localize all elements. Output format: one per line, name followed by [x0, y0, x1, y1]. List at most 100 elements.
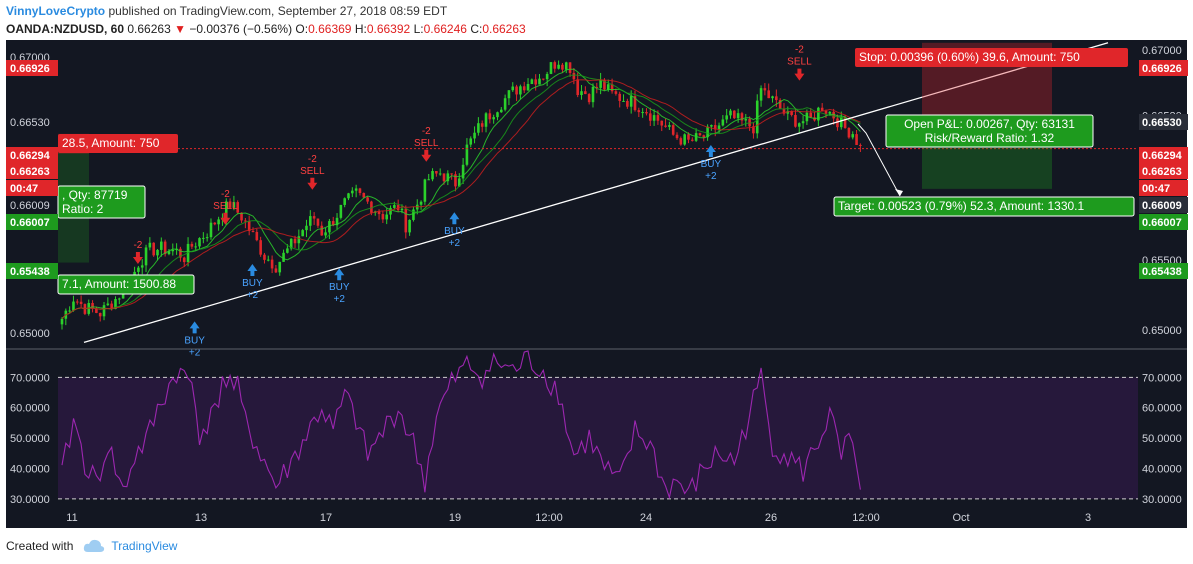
left-price-label: 00:47: [10, 183, 38, 195]
candle-body: [205, 237, 209, 239]
left-price-label: 0.65438: [10, 266, 50, 278]
candle-body: [618, 93, 622, 101]
time-tick-label: 11: [66, 512, 77, 524]
time-tick-label: Oct: [952, 512, 969, 524]
candle-body: [305, 225, 308, 231]
candle-body: [633, 96, 637, 111]
left-price-label: 0.65000: [10, 328, 50, 340]
candle-body: [488, 113, 492, 120]
projection-arrowhead: [895, 189, 903, 196]
candle-body: [163, 241, 167, 255]
candle-body: [584, 91, 587, 95]
candle-body: [717, 125, 721, 130]
candle-body: [75, 301, 79, 303]
candle-body: [312, 216, 316, 219]
candle-body: [228, 201, 232, 208]
candle-body: [561, 64, 564, 70]
low-value: 0.66246: [423, 22, 467, 36]
chart-canvas[interactable]: BUY+2BUY+2BUY+2BUY+2BUY+2-2SELL-2SELL-2S…: [0, 40, 1193, 528]
candle-body: [801, 121, 805, 124]
candle-body: [72, 301, 75, 311]
candle-body: [568, 62, 572, 73]
candle-body: [824, 110, 828, 114]
candle-body: [114, 299, 117, 310]
rsi-left-tick-label: 70.0000: [10, 372, 50, 384]
candle-body: [335, 217, 339, 226]
candle-body: [263, 254, 266, 260]
footer: Created with TradingView: [6, 539, 177, 553]
moving-average-line: [61, 74, 861, 320]
candle-body: [247, 221, 251, 231]
candle-body: [198, 238, 201, 247]
rsi-tick-label: 70.0000: [1142, 372, 1182, 384]
candle-body: [110, 303, 113, 310]
sell-arrow-icon: [132, 252, 143, 264]
candle-body: [469, 138, 473, 145]
candle-body: [610, 84, 614, 92]
candle-body: [496, 112, 499, 118]
rsi-left-tick-label: 60.0000: [10, 403, 50, 415]
candle-body: [668, 125, 671, 127]
candle-body: [282, 252, 285, 262]
candle-body: [106, 303, 110, 306]
time-tick-label: 13: [195, 512, 207, 524]
candle-body: [721, 119, 725, 126]
candle-body: [515, 86, 518, 95]
buy-qty-label: +2: [334, 294, 346, 305]
candle-body: [736, 113, 740, 119]
candle-body: [316, 218, 320, 226]
tradingview-link[interactable]: TradingView: [111, 539, 178, 553]
left-price-badge: [6, 163, 58, 179]
buy-label: BUY: [444, 226, 465, 237]
candle-body: [851, 134, 855, 138]
open-pnl-label-text: Open P&L: 0.00267, Qty: 63131: [904, 117, 1075, 131]
candle-body: [507, 90, 511, 99]
price-badge: [1139, 197, 1188, 213]
candle-body: [179, 248, 182, 258]
candle-body: [679, 138, 683, 145]
candle-body: [209, 222, 213, 238]
candle-body: [419, 201, 423, 205]
candle-body: [137, 267, 140, 272]
left-price-label: 0.66294: [10, 150, 51, 162]
trend-line: [83, 42, 1109, 344]
price-badge-label: 00:47: [1142, 183, 1170, 195]
candle-body: [549, 62, 553, 74]
price-badge: [1139, 60, 1188, 76]
time-tick-label: 24: [640, 512, 652, 524]
candle-body: [98, 312, 102, 317]
candle-body: [381, 214, 385, 220]
left-price-badge: [6, 214, 58, 230]
sell-label: SELL: [787, 57, 812, 68]
sell-label: SELL: [300, 166, 325, 177]
price-badge-label: 0.66294: [1142, 150, 1183, 162]
candle-body: [790, 111, 793, 115]
candle-body: [232, 202, 236, 208]
candle-body: [259, 240, 262, 255]
candle-body: [213, 222, 217, 225]
left-price-badge: [6, 60, 58, 76]
rsi-tick-label: 40.0000: [1142, 464, 1182, 476]
created-with-label: Created with: [6, 539, 74, 553]
candle-body: [797, 123, 801, 127]
candle-body: [408, 219, 411, 233]
rsi-tick-label: 30.0000: [1142, 494, 1182, 506]
price-badge: [1139, 114, 1188, 130]
sell-qty-label: -2: [221, 189, 230, 200]
moving-average-line: [61, 79, 861, 320]
candle-body: [576, 79, 579, 96]
author-link[interactable]: VinnyLoveCrypto: [6, 4, 106, 18]
candle-body: [309, 216, 312, 226]
price-badge: [1139, 147, 1188, 163]
candle-body: [423, 179, 427, 202]
price-badge: [1139, 214, 1188, 230]
open-label: O:: [295, 22, 309, 36]
candle-body: [744, 118, 748, 121]
candle-body: [194, 246, 197, 248]
candle-body: [859, 144, 862, 146]
left-info-label-text: , Qty: 87719: [62, 188, 128, 202]
time-tick-label: 3: [1085, 512, 1091, 524]
candle-body: [595, 86, 599, 88]
buy-label: BUY: [329, 282, 350, 293]
candle-body: [759, 88, 763, 101]
